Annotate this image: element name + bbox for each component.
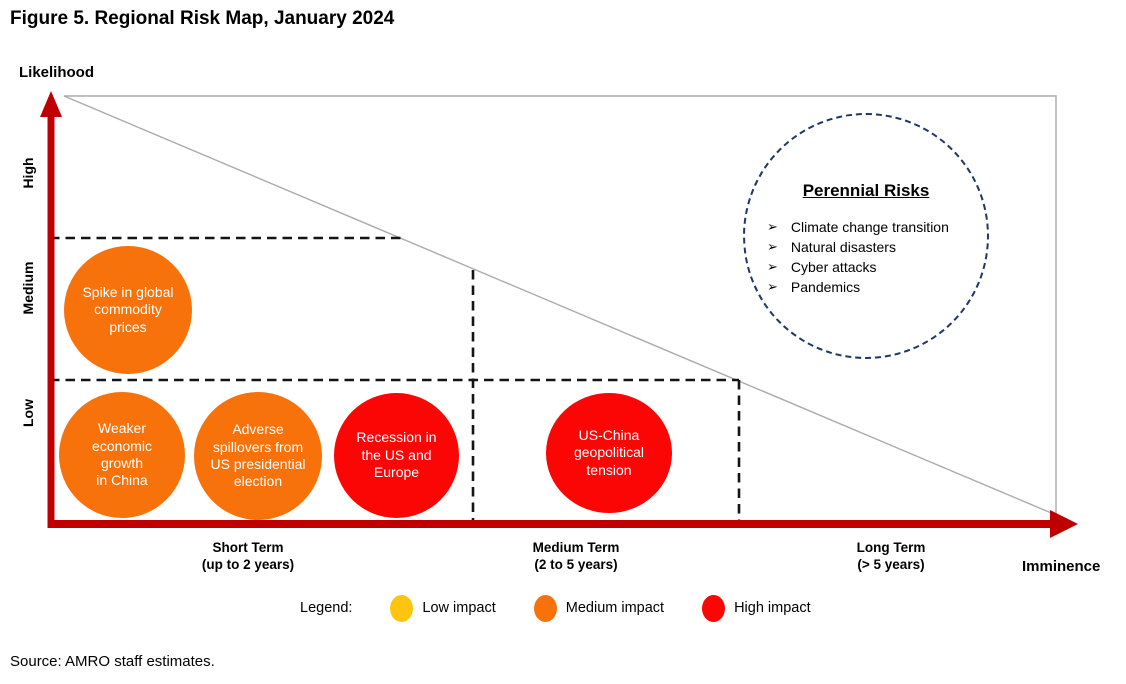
x-section-label: Medium Term bbox=[532, 540, 620, 555]
y-tick-high: High bbox=[20, 157, 36, 189]
legend-item-high-impact: High impact bbox=[702, 594, 811, 622]
y-axis-arrowhead-icon bbox=[40, 91, 62, 117]
plot-frame bbox=[64, 95, 1057, 515]
perennial-risks-list: ➢ Climate change transition ➢ Natural di… bbox=[767, 217, 987, 297]
legend-label: Legend: bbox=[300, 600, 353, 616]
figure-title: Figure 5. Regional Risk Map, January 202… bbox=[10, 8, 395, 29]
risk-bubble-us-election: Adverse spillovers from US presidential … bbox=[194, 392, 322, 520]
high-impact-dot-icon bbox=[702, 594, 726, 622]
arrow-bullet-icon: ➢ bbox=[767, 259, 778, 274]
legend-item-label: Medium impact bbox=[565, 600, 665, 616]
risk-bubble-recession: Recession in the US and Europe bbox=[334, 393, 459, 518]
legend-item-low-impact: Low impact bbox=[390, 594, 496, 622]
risk-bubble-commodity-prices: Spike in global commodity prices bbox=[64, 246, 192, 374]
x-section-label: Long Term bbox=[856, 540, 926, 555]
x-section-long-term: Long Term (> 5 years) bbox=[857, 540, 926, 573]
list-item: ➢ Natural disasters bbox=[767, 237, 987, 257]
x-section-range: (> 5 years) bbox=[857, 556, 925, 572]
x-section-range: (2 to 5 years) bbox=[534, 556, 618, 572]
perennial-item-label: Climate change transition bbox=[790, 219, 949, 235]
y-axis-title: Likelihood bbox=[19, 64, 94, 81]
risk-bubble-us-china-tension: US-China geopolitical tension bbox=[546, 393, 672, 513]
legend-item-medium-impact: Medium impact bbox=[533, 594, 665, 622]
arrow-bullet-icon: ➢ bbox=[767, 279, 778, 294]
legend-item-label: High impact bbox=[734, 600, 811, 616]
list-item: ➢ Cyber attacks bbox=[767, 257, 987, 277]
list-item: ➢ Climate change transition bbox=[767, 217, 987, 237]
x-axis-title: Imminence bbox=[1022, 558, 1101, 575]
perennial-risks-circle: Perennial Risks ➢ Climate change transit… bbox=[743, 113, 989, 359]
arrow-bullet-icon: ➢ bbox=[767, 239, 778, 254]
x-section-medium-term: Medium Term (2 to 5 years) bbox=[533, 540, 620, 573]
low-impact-dot-icon bbox=[390, 594, 414, 622]
diagonal-line bbox=[63, 95, 1057, 516]
y-tick-low: Low bbox=[20, 399, 36, 427]
medium-impact-dot-icon bbox=[533, 594, 557, 622]
source-note: Source: AMRO staff estimates. bbox=[10, 653, 215, 670]
perennial-item-label: Natural disasters bbox=[790, 239, 896, 255]
perennial-item-label: Cyber attacks bbox=[790, 259, 877, 275]
x-axis-arrowhead-icon bbox=[1050, 510, 1078, 538]
x-section-label: Short Term bbox=[212, 540, 284, 555]
legend: Legend: Low impact Medium impact High im… bbox=[300, 593, 811, 623]
list-item: ➢ Pandemics bbox=[767, 277, 987, 297]
arrow-bullet-icon: ➢ bbox=[767, 219, 778, 234]
x-section-short-term: Short Term (up to 2 years) bbox=[202, 540, 294, 573]
risk-bubble-china-growth: Weaker economic growth in China bbox=[59, 392, 185, 518]
y-tick-medium: Medium bbox=[20, 261, 36, 315]
perennial-item-label: Pandemics bbox=[790, 279, 861, 295]
x-section-range: (up to 2 years) bbox=[201, 556, 295, 572]
legend-item-label: Low impact bbox=[422, 600, 496, 616]
perennial-risks-title: Perennial Risks bbox=[802, 181, 930, 200]
